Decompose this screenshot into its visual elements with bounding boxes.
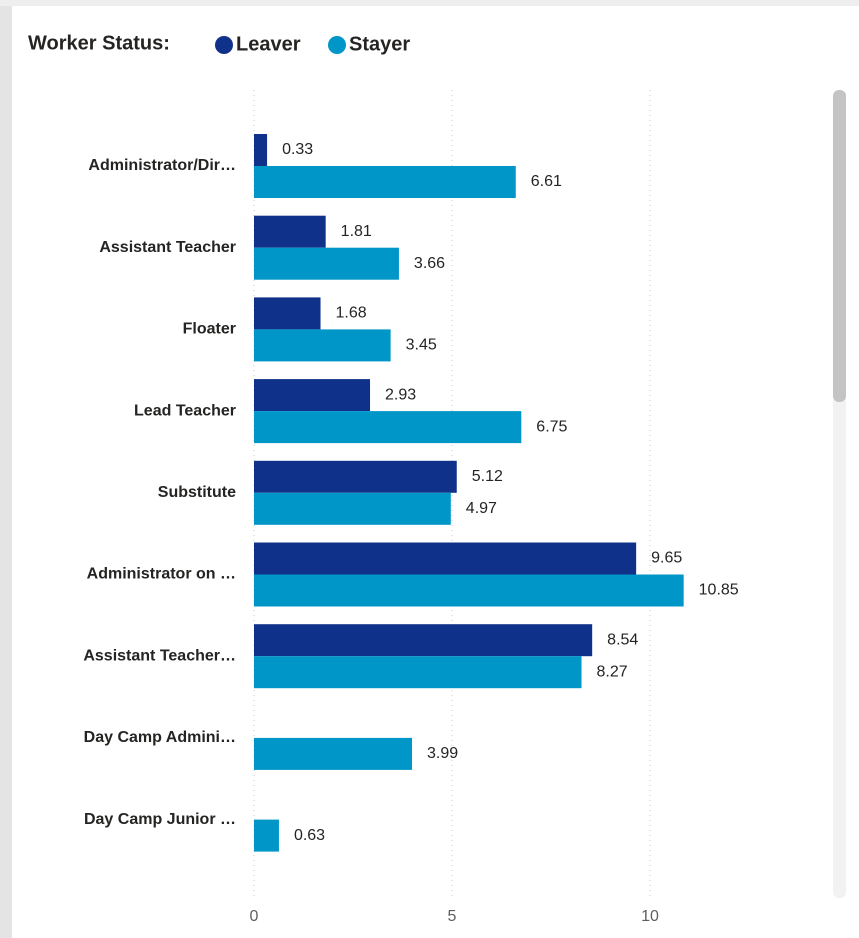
legend-title: Worker Status: bbox=[28, 32, 170, 54]
data-label: 6.75 bbox=[536, 418, 567, 435]
data-label: 3.99 bbox=[427, 745, 458, 762]
data-label: 1.81 bbox=[341, 223, 372, 240]
left-edge bbox=[0, 0, 12, 938]
bar bbox=[254, 460, 457, 493]
bar bbox=[254, 297, 321, 330]
data-label: 6.61 bbox=[531, 173, 562, 190]
bar bbox=[254, 492, 451, 525]
bar bbox=[254, 542, 637, 575]
y-tick-label: Day Camp Junior … bbox=[84, 811, 236, 828]
y-tick-label: Assistant Teacher… bbox=[83, 647, 236, 664]
legend-label: Stayer bbox=[349, 33, 410, 55]
data-label: 4.97 bbox=[466, 500, 497, 517]
data-label: 9.65 bbox=[651, 550, 682, 567]
y-tick-label: Day Camp Admini… bbox=[84, 729, 236, 746]
bar bbox=[254, 166, 516, 198]
bar bbox=[254, 819, 279, 852]
data-label: 3.66 bbox=[414, 255, 445, 272]
bar bbox=[254, 247, 399, 280]
legend-swatch bbox=[215, 36, 233, 54]
y-tick-label: Assistant Teacher bbox=[99, 239, 236, 256]
data-label: 10.85 bbox=[699, 582, 739, 599]
bar bbox=[254, 215, 326, 248]
bar bbox=[254, 329, 391, 362]
y-tick-label: Lead Teacher bbox=[134, 402, 236, 419]
scrollbar-thumb[interactable] bbox=[833, 90, 846, 402]
y-tick-label: Floater bbox=[183, 321, 236, 338]
data-label: 2.93 bbox=[385, 386, 416, 403]
x-tick-label: 10 bbox=[641, 908, 659, 925]
bar bbox=[254, 411, 522, 444]
data-label: 0.33 bbox=[282, 141, 313, 158]
y-tick-label: Administrator on … bbox=[87, 566, 236, 583]
bar bbox=[254, 624, 593, 657]
data-label: 8.27 bbox=[596, 663, 627, 680]
legend-label: Leaver bbox=[236, 33, 301, 55]
bar bbox=[254, 656, 582, 689]
bar bbox=[254, 134, 268, 166]
legend-swatch bbox=[328, 36, 346, 54]
data-label: 0.63 bbox=[294, 827, 325, 844]
y-tick-label: Substitute bbox=[158, 484, 236, 501]
x-tick-label: 5 bbox=[448, 908, 457, 925]
data-label: 1.68 bbox=[336, 305, 367, 322]
x-tick-label: 0 bbox=[250, 908, 259, 925]
data-label: 8.54 bbox=[607, 631, 638, 648]
bar bbox=[254, 379, 371, 412]
bar bbox=[254, 737, 413, 770]
data-label: 3.45 bbox=[406, 337, 437, 354]
top-edge bbox=[0, 0, 859, 6]
bar bbox=[254, 574, 684, 607]
y-tick-label: Administrator/Dir… bbox=[88, 157, 236, 174]
data-label: 5.12 bbox=[472, 468, 503, 485]
